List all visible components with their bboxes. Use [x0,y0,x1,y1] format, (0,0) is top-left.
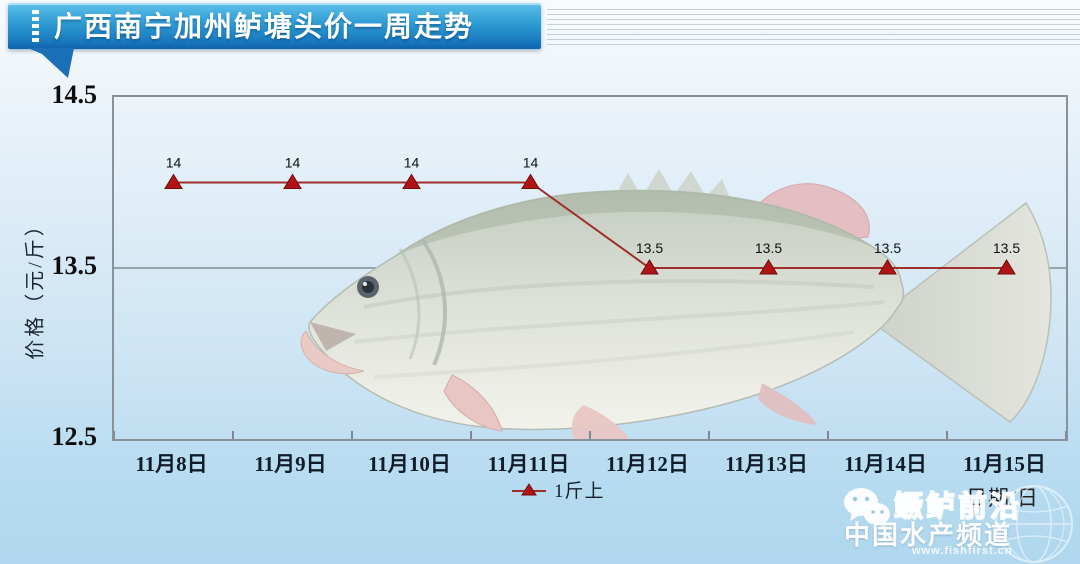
banner-dash-decoration [32,10,39,42]
y-tick-label: 12.5 [51,422,98,451]
wechat-icon [844,488,890,529]
x-tick-label: 11月13日 [725,452,808,476]
watermark: 鳜鲈前沿 中国水产频道 www.fishfirst.cn [836,478,1080,564]
watermark-channel-text: 中国水产频道 [844,520,1013,550]
x-tick-label: 11月14日 [844,452,927,476]
data-point-marker [997,259,1016,275]
chart-legend: 1斤上 [512,476,605,503]
banner-tail-decoration [28,48,74,78]
x-tick-label: 11月11日 [487,452,570,476]
x-tick-label: 11月10日 [368,452,451,476]
watermark-brand-text: 鳜鲈前沿 [893,490,1023,524]
x-tick-label: 11月15日 [963,452,1046,476]
data-point-label: 14 [285,155,301,171]
data-point-label: 14 [523,155,539,171]
legend-triangle-marker-icon [512,482,546,495]
bass-fish-image [300,169,1052,439]
x-tick-label: 11月8日 [135,452,208,476]
watermark-url-text: www.fishfirst.cn [912,545,1013,557]
data-point-marker [164,173,183,189]
x-tick-label: 11月9日 [254,452,327,476]
title-banner: 广西南宁加州鲈塘头价一周走势 [8,3,541,49]
series-line [173,181,1007,269]
data-point-marker [759,259,778,275]
header-stripe-decoration [547,9,1080,46]
plot-area: 14 14 14 14 13.5 13.5 13.5 13.5 [112,95,1068,441]
data-point-marker [283,173,302,189]
data-point-label: 13.5 [874,240,901,256]
data-point-label: 13.5 [755,240,782,256]
data-point-label: 13.5 [993,240,1020,256]
x-tick-label: 11月12日 [606,452,689,476]
legend-series-label: 1斤上 [554,481,605,502]
y-tick-label: 14.5 [51,80,98,109]
price-series-plot: 14 14 14 14 13.5 13.5 13.5 13.5 [114,155,1066,439]
data-point-marker [640,259,659,275]
globe-icon [995,485,1073,563]
data-point-marker [521,173,540,189]
data-point-label: 13.5 [636,240,663,256]
data-point-label: 14 [166,155,182,171]
data-point-marker [878,259,897,275]
page-title: 广西南宁加州鲈塘头价一周走势 [54,11,475,42]
y-axis-title: 价格（元/斤） [24,213,47,360]
data-point-label: 14 [404,155,420,171]
y-tick-label: 13.5 [51,251,98,280]
data-point-marker [402,173,421,189]
